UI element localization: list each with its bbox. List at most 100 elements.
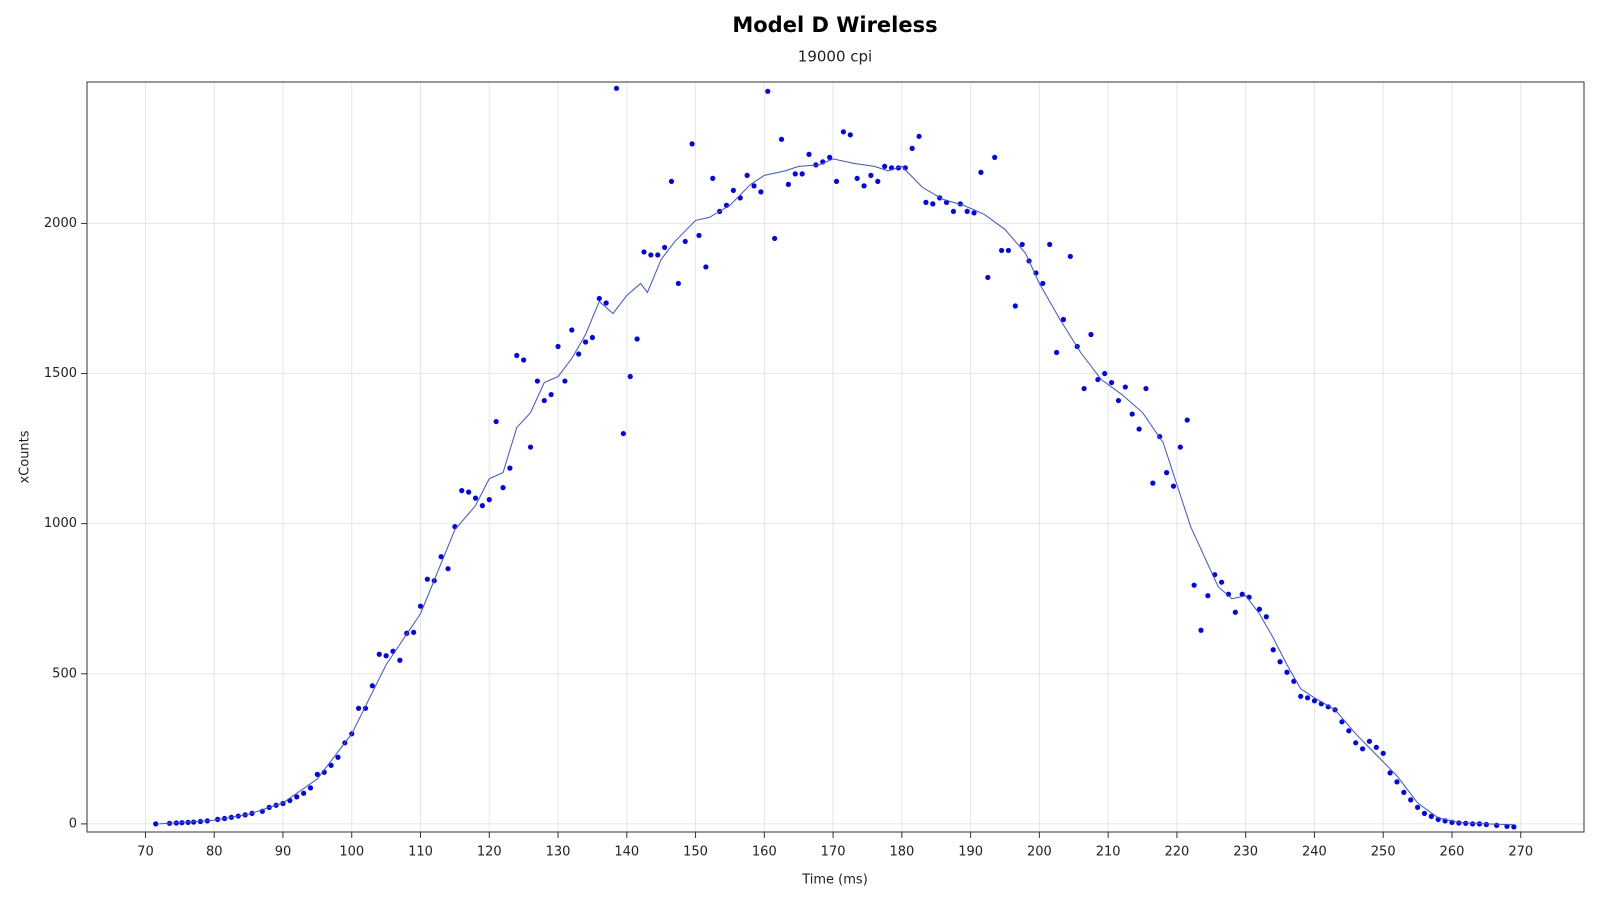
x-tick-label: 140 xyxy=(614,845,639,860)
point xyxy=(1047,241,1053,248)
point xyxy=(1170,483,1177,489)
point xyxy=(868,172,874,178)
point xyxy=(998,247,1005,254)
point xyxy=(772,235,778,242)
point xyxy=(1470,821,1476,827)
point xyxy=(1232,609,1238,615)
point xyxy=(424,576,430,582)
point xyxy=(562,378,568,384)
point xyxy=(1366,738,1373,744)
point xyxy=(1102,370,1108,377)
point xyxy=(314,771,320,777)
point xyxy=(1270,647,1276,653)
point xyxy=(383,653,389,659)
point xyxy=(613,85,620,91)
point xyxy=(472,495,479,501)
point xyxy=(978,169,984,175)
point xyxy=(1284,669,1290,675)
point xyxy=(1198,627,1204,633)
point xyxy=(294,794,300,800)
point xyxy=(1380,750,1386,756)
point xyxy=(1428,813,1434,819)
point xyxy=(369,683,375,689)
x-tick-label: 200 xyxy=(1027,845,1052,860)
line xyxy=(159,158,1514,826)
point xyxy=(1005,247,1012,254)
point xyxy=(792,171,798,177)
point xyxy=(1205,593,1211,599)
point xyxy=(1095,376,1101,383)
plot-frame xyxy=(86,81,1585,833)
x-tick-label: 270 xyxy=(1508,845,1533,860)
point xyxy=(1081,385,1087,392)
point xyxy=(1414,804,1421,810)
point xyxy=(854,175,860,181)
point xyxy=(1219,579,1225,585)
point xyxy=(668,178,675,184)
point xyxy=(1191,582,1197,588)
point xyxy=(689,141,695,147)
point xyxy=(778,136,785,142)
point xyxy=(1129,411,1135,417)
point xyxy=(486,497,492,503)
point xyxy=(1184,417,1190,423)
x-tick-label: 150 xyxy=(683,845,708,860)
y-tick-label: 0 xyxy=(69,816,77,831)
point xyxy=(1298,693,1304,699)
x-tick-label: 250 xyxy=(1371,845,1396,860)
point xyxy=(1122,384,1128,390)
point xyxy=(1373,744,1379,750)
point xyxy=(335,754,341,760)
point xyxy=(1311,698,1318,704)
point xyxy=(466,489,472,495)
point xyxy=(1019,241,1025,248)
y-tick-label: 500 xyxy=(52,666,77,681)
point xyxy=(950,208,957,215)
point xyxy=(576,351,582,357)
point xyxy=(1339,719,1345,725)
x-tick-label: 110 xyxy=(408,845,433,860)
point xyxy=(1115,397,1122,404)
point xyxy=(1401,789,1407,795)
point xyxy=(1456,820,1462,826)
point xyxy=(397,657,403,663)
x-tick-label: 230 xyxy=(1233,845,1258,860)
point xyxy=(459,488,465,494)
point xyxy=(1053,349,1060,356)
x-tick-label: 160 xyxy=(752,845,777,860)
point xyxy=(417,603,424,609)
point xyxy=(301,790,307,796)
x-tick-label: 90 xyxy=(275,845,292,860)
point xyxy=(1483,821,1489,828)
x-axis-label: Time (ms) xyxy=(801,873,868,888)
point xyxy=(452,524,458,530)
point xyxy=(923,199,929,205)
point xyxy=(589,334,596,341)
point xyxy=(582,339,589,345)
point xyxy=(1108,379,1115,386)
point xyxy=(1225,591,1232,597)
point xyxy=(882,163,888,169)
point xyxy=(751,183,757,189)
point xyxy=(376,651,382,657)
point xyxy=(971,210,977,216)
point xyxy=(1408,797,1414,803)
y-tick-label: 2000 xyxy=(44,216,77,231)
point xyxy=(1277,659,1283,665)
point xyxy=(875,178,881,184)
x-tick-label: 220 xyxy=(1165,845,1190,860)
point xyxy=(1150,480,1156,486)
point xyxy=(548,391,554,398)
point xyxy=(744,172,750,178)
point xyxy=(648,252,654,258)
x-tick-label: 210 xyxy=(1096,845,1121,860)
point xyxy=(596,295,602,302)
point xyxy=(1088,331,1094,338)
point xyxy=(153,821,159,827)
point xyxy=(527,444,534,450)
point xyxy=(521,357,527,363)
point xyxy=(675,280,681,287)
point xyxy=(356,705,362,711)
point xyxy=(916,133,922,139)
